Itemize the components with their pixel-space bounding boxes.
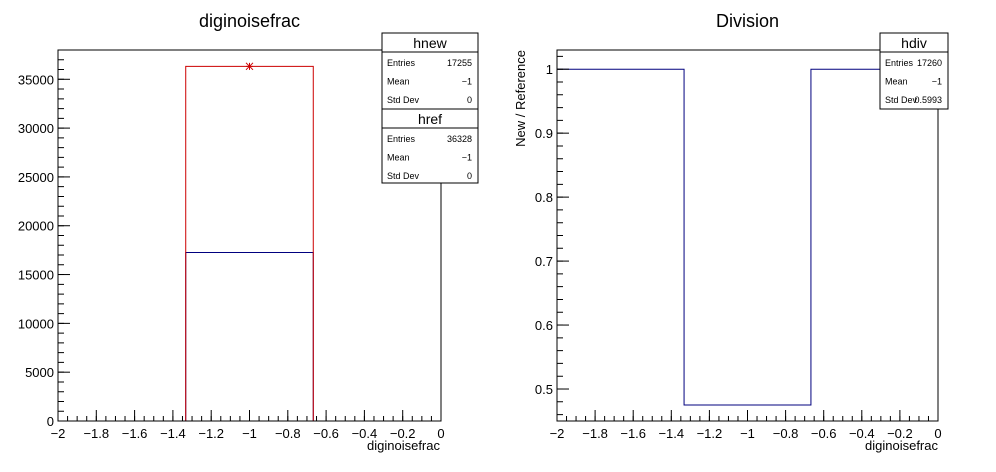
chart1-x-tick-label-3: −1.4 [160,426,186,441]
chart1-y-tick-label-5: 25000 [18,170,54,185]
chart1-x-tick-label-8: −0.4 [352,426,378,441]
chart1-x-tick-label-10: 0 [437,426,444,441]
chart2-y-tick-label-3: 0.8 [535,190,553,205]
chart2-x-tick-label-1: −1.8 [582,426,608,441]
chart2-statbox-hdiv [879,32,949,110]
chart2-x-tick-label-10: 0 [934,426,941,441]
chart2-statbox-hdiv-row-2-value: 0.5993 [914,95,942,105]
chart1-statbox-hnew [381,32,479,110]
chart2-title: Division [716,11,779,31]
chart2-x-axis-label: diginoisefrac [865,438,938,453]
chart1-statbox-href-row-1-label: Mean [387,153,410,163]
chart2-x-tick-label-7: −0.6 [811,426,837,441]
chart1-x-tick-label-6: −0.8 [275,426,301,441]
chart2-x-tick-label-8: −0.4 [849,426,875,441]
chart2-statbox-hdiv-row-0-label: Entries [885,58,914,68]
chart2-y-axis-label: New / Reference [513,50,528,147]
chart1-statbox-href-row-0-value: 36328 [447,134,472,144]
chart1-statbox-href-row-0-label: Entries [387,134,416,144]
chart1-statbox-hnew-row-0-label: Entries [387,58,416,68]
chart2-statbox-hdiv-row-1-value: −1 [932,77,942,87]
chart1-statbox-href-title: href [418,111,442,127]
chart2-statbox-hdiv-row-2-label: Std Dev [885,95,918,105]
chart1-statbox-hnew-row-2-label: Std Dev [387,95,420,105]
chart1-series-hnew-line [185,252,314,421]
chart1-statbox-href-row-2-value: 0 [467,171,472,181]
chart2-statbox-hdiv-row-1-label: Mean [885,77,908,87]
chart2-x-tick-label-2: −1.6 [620,426,646,441]
chart1-x-tick-label-4: −1.2 [198,426,224,441]
chart2-y-tick-label-5: 1 [546,62,553,77]
chart1-x-tick-label-2: −1.6 [122,426,148,441]
chart2-statbox-hdiv-title: hdiv [901,35,927,51]
chart1-y-tick-label-3: 15000 [18,268,54,283]
chart1-x-tick-label-0: −2 [51,426,66,441]
chart2-x-tick-label-6: −0.8 [773,426,799,441]
chart1-y-tick-label-6: 30000 [18,121,54,136]
chart2-series-hdiv-line [557,68,938,406]
chart1-y-tick-label-2: 10000 [18,316,54,331]
chart1-x-tick-label-7: −0.6 [313,426,339,441]
chart2-statbox-hdiv-row-0-value: 17260 [917,58,942,68]
chart1-statbox-hnew-row-2-value: 0 [467,95,472,105]
chart1-y-tick-label-7: 35000 [18,72,54,87]
chart1-x-tick-label-9: −0.2 [390,426,416,441]
chart1-y-tick-label-4: 20000 [18,219,54,234]
chart1-y-minor-ticks [58,49,64,422]
chart1-y-tick-label-0: 0 [47,414,54,429]
chart2-x-tick-label-9: −0.2 [887,426,913,441]
chart1-statbox-href-row-2-label: Std Dev [387,171,420,181]
chart1-statbox-hnew-row-1-value: −1 [462,77,472,87]
chart2-x-tick-label-5: −1 [740,426,755,441]
chart1-statbox-href [381,108,479,184]
chart1-statbox-hnew-row-0-value: 17255 [447,58,472,68]
chart1-x-axis-label: diginoisefrac [367,438,440,453]
chart2-y-tick-label-4: 0.9 [535,126,553,141]
chart1-statbox-hnew-title: hnew [413,35,447,51]
chart1-x-tick-label-5: −1 [242,426,257,441]
chart2-y-tick-label-2: 0.7 [535,254,553,269]
chart2-y-tick-label-1: 0.6 [535,318,553,333]
chart1-statbox-href-row-1-value: −1 [462,153,472,163]
chart1-series-href-marker [245,62,254,71]
chart2-x-tick-label-4: −1.2 [697,426,723,441]
chart1-x-tick-label-1: −1.8 [83,426,109,441]
chart2-y-tick-label-0: 0.5 [535,382,553,397]
chart2-x-tick-label-0: −2 [550,426,565,441]
chart1-series-href-line [185,65,314,421]
chart1-title: diginoisefrac [199,11,300,31]
chart1-statbox-hnew-row-1-label: Mean [387,77,410,87]
chart2-y-minor-ticks [557,55,563,416]
chart1-y-tick-label-1: 5000 [25,365,54,380]
chart2-x-tick-label-3: −1.4 [658,426,684,441]
